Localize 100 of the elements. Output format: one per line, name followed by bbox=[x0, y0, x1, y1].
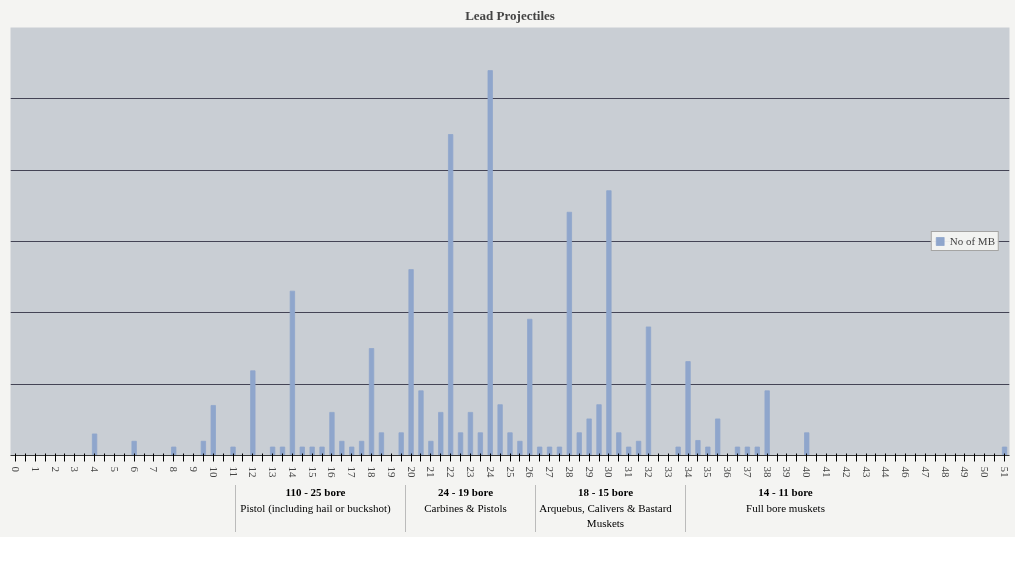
text: Arquebus, Calivers & Bastard Muskets bbox=[539, 501, 672, 530]
bar bbox=[457, 432, 464, 456]
x-tick-label: 9 bbox=[187, 466, 200, 473]
x-tick-label: 33 bbox=[662, 466, 675, 478]
bar bbox=[606, 190, 612, 456]
x-tick-label: 28 bbox=[563, 466, 576, 478]
x-tick-label: 48 bbox=[939, 466, 952, 478]
bar bbox=[230, 446, 236, 456]
x-tick-label: 49 bbox=[959, 466, 972, 478]
x-tick-label: 0 bbox=[9, 466, 22, 473]
x-tick-label: 44 bbox=[880, 466, 893, 478]
bar bbox=[289, 290, 296, 456]
bar bbox=[91, 433, 98, 456]
bar bbox=[418, 390, 424, 456]
bar bbox=[517, 440, 523, 456]
bar bbox=[359, 440, 365, 456]
text: Full bore muskets bbox=[746, 501, 825, 514]
bar bbox=[368, 348, 375, 456]
bar bbox=[200, 440, 206, 456]
x-tick-label: 36 bbox=[722, 466, 735, 478]
x-tick-label: 5 bbox=[108, 466, 121, 473]
bar bbox=[764, 390, 770, 456]
bar bbox=[804, 432, 810, 456]
bar bbox=[537, 446, 543, 456]
x-tick-label: 47 bbox=[919, 466, 932, 478]
x-tick-label: 40 bbox=[801, 466, 814, 478]
x-tick-label: 32 bbox=[642, 466, 655, 478]
bar bbox=[299, 446, 305, 456]
x-tick-label: 25 bbox=[504, 466, 517, 478]
bar bbox=[576, 432, 582, 456]
bar bbox=[339, 440, 345, 456]
bar bbox=[645, 326, 652, 456]
legend-label: No of MB bbox=[949, 235, 995, 247]
x-tick-label: 18 bbox=[366, 466, 379, 478]
x-tick-label: 42 bbox=[840, 466, 853, 478]
x-tick-label: 11 bbox=[227, 466, 240, 478]
bar bbox=[556, 446, 563, 456]
bar bbox=[477, 432, 483, 456]
bar bbox=[487, 70, 493, 456]
x-tick-label: 31 bbox=[623, 466, 636, 478]
bar bbox=[319, 446, 325, 456]
x-tick-label: 22 bbox=[445, 466, 458, 478]
x-tick-label: 43 bbox=[860, 466, 873, 478]
text: 110 - 25 bore bbox=[285, 486, 346, 498]
bar bbox=[705, 446, 711, 456]
x-tick-label: 23 bbox=[464, 466, 477, 478]
x-tick-label: 15 bbox=[306, 466, 319, 478]
x-tick-label: 10 bbox=[207, 466, 220, 478]
x-tick-label: 38 bbox=[761, 466, 774, 478]
x-tick-label: 26 bbox=[524, 466, 537, 478]
x-tick-label: 13 bbox=[267, 466, 280, 478]
bar bbox=[329, 411, 335, 456]
x-tick-label: 24 bbox=[484, 466, 497, 478]
bar bbox=[438, 411, 444, 456]
x-tick-label: 41 bbox=[821, 466, 834, 478]
bar bbox=[428, 440, 434, 456]
x-tick-label: 37 bbox=[741, 466, 754, 478]
bar bbox=[546, 446, 553, 456]
bar bbox=[507, 432, 513, 456]
bar bbox=[448, 134, 454, 456]
bar bbox=[171, 446, 177, 456]
bar bbox=[566, 211, 572, 456]
x-tick-label: 3 bbox=[69, 466, 82, 473]
x-tick-label: 1 bbox=[29, 466, 42, 472]
bar bbox=[250, 370, 256, 456]
x-tick-label: 14 bbox=[286, 466, 299, 478]
bar bbox=[586, 418, 592, 456]
x-tick-label: 12 bbox=[247, 466, 260, 478]
bar bbox=[408, 269, 414, 456]
x-tick-label: 20 bbox=[405, 466, 418, 478]
bar bbox=[754, 446, 760, 456]
x-tick-label: 39 bbox=[781, 466, 794, 478]
x-tick-label: 30 bbox=[603, 466, 616, 478]
text: 14 - 11 bore bbox=[758, 486, 813, 498]
text: Pistol (including hail or buckshot) bbox=[240, 501, 391, 514]
bar bbox=[131, 440, 137, 456]
x-tick-label: 16 bbox=[326, 466, 339, 478]
bar bbox=[734, 446, 741, 456]
bar bbox=[309, 446, 315, 456]
bar bbox=[744, 446, 751, 456]
x-tick-label: 4 bbox=[89, 466, 102, 473]
x-tick-label: 19 bbox=[385, 466, 398, 478]
bar bbox=[626, 446, 632, 456]
bar bbox=[269, 446, 276, 456]
x-tick-label: 29 bbox=[583, 466, 596, 478]
x-tick-label: 7 bbox=[148, 466, 161, 473]
chart-title: Lead Projectiles bbox=[465, 7, 555, 23]
x-tick-label: 35 bbox=[702, 466, 715, 478]
text: 18 - 15 bore bbox=[577, 486, 634, 498]
bar bbox=[715, 418, 721, 456]
x-tick-label: 34 bbox=[682, 466, 695, 478]
bar bbox=[378, 432, 385, 456]
bar bbox=[695, 440, 701, 456]
bar bbox=[467, 411, 474, 456]
bar bbox=[596, 404, 602, 456]
bar bbox=[279, 446, 286, 456]
x-tick-label: 8 bbox=[168, 466, 181, 473]
bar bbox=[527, 318, 533, 456]
x-tick-label: 50 bbox=[979, 466, 992, 478]
bar bbox=[497, 404, 503, 456]
